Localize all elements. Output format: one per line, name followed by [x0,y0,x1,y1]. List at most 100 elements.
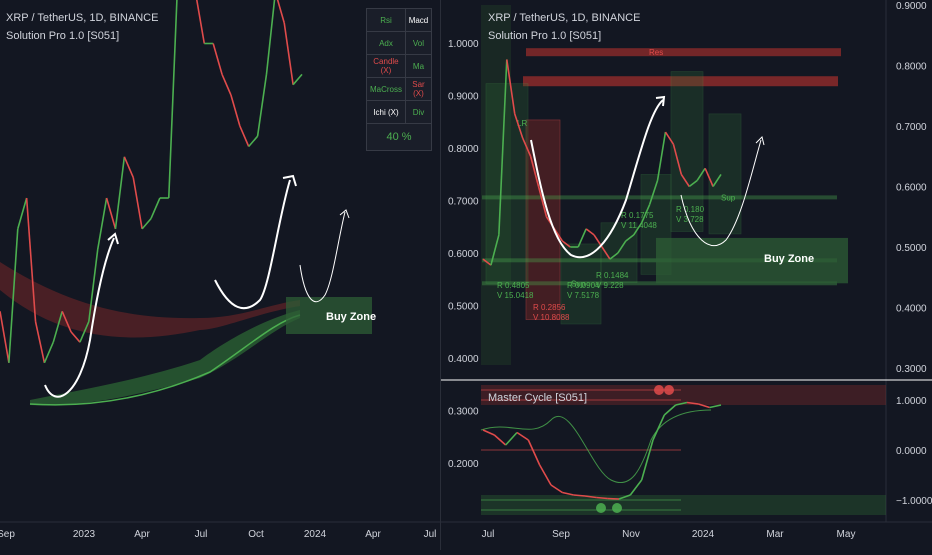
price-candle [132,177,143,230]
cycle-band [480,409,712,483]
cycle-line [618,494,631,500]
x-tick-label: Oct [248,529,264,540]
y-tick-label-right: 0.4000 [896,304,927,315]
signal-table: Rsi Macd Adx Vol Candle (X) Ma MaCross Sar (X) I… [366,8,433,151]
projection-arrow-head-2 [755,136,765,146]
resistance-label: Res [649,48,663,57]
range-box [485,83,529,284]
price-candle [712,173,722,187]
price-candle [150,197,161,219]
price-candle [221,74,232,96]
price-candle [88,249,99,322]
price-candle [640,204,651,224]
cycle-signal-dot [596,503,606,513]
price-candle [61,310,72,333]
y-tick-label-right: 0.8000 [896,62,927,73]
cycle-line [640,439,654,481]
x-tick-label: 2024 [692,529,715,540]
x-tick-label: Jul [195,529,208,540]
signal-row: Ichi (X) Div [366,100,433,124]
price-candle [585,228,595,236]
volume-label-v: V 15.0418 [497,291,534,300]
cycle-line [527,439,541,466]
cycle-line [596,496,608,500]
right-chart-title: XRP / TetherUS, 1D, BINANCE [488,12,641,24]
price-candle [704,168,714,187]
right-indicator-name: Solution Pro 1.0 [S051] [488,30,602,42]
y-tick-label-left: 0.2000 [448,459,479,470]
y-tick-label-cycle: 1.0000 [896,396,927,407]
cycle-line [573,494,586,497]
price-candle [105,197,117,230]
cycle-line [607,497,620,500]
y-tick-label-left: 0.5000 [448,302,479,313]
y-tick-label-right: 0.3000 [896,364,927,375]
volume-label-r: R 0.2856 [533,303,566,312]
price-candle [506,59,516,115]
projection-arrow-head-3 [339,209,350,219]
resistance-zone [526,48,841,57]
price-candle [521,137,532,157]
y-tick-label-cycle: −1.0000 [896,496,932,507]
price-candle [292,73,303,86]
support-line [482,195,837,200]
price-candle [688,179,698,188]
cycle-signal-dot [664,385,674,395]
price-candle [70,331,81,343]
volume-label-r: R 0.0904 [567,281,600,290]
left-price-chart[interactable]: Buy Zone Sep 2023 Apr Jul Oct 2024 Apr Jul [0,0,440,550]
y-tick-label-right: 0.6000 [896,183,927,194]
y-tick-label-right: 0.5000 [896,243,927,254]
cycle-signal-dot [654,385,664,395]
x-tick-label: Apr [365,529,381,540]
range-box [600,222,638,284]
signal-row: Rsi Macd [366,8,433,32]
volume-label-r: R 0.1775 [621,211,654,220]
projection-arrow-1 [44,237,115,398]
left-chart-pane[interactable]: Buy Zone Sep 2023 Apr Jul Oct 2024 Apr Jul XRP /… [0,0,440,550]
signal-cell: Candle (X) [366,54,406,78]
cycle-line [652,414,666,441]
cycle-signal-dot [612,503,622,513]
x-tick-label: Jul [424,529,437,540]
y-tick-label-cycle: 0.0000 [896,446,927,457]
price-candle [601,246,611,260]
price-candle [114,156,126,229]
x-tick-label: Nov [622,529,640,540]
price-candle [43,341,55,364]
price-candle [617,240,627,254]
cycle-line [482,429,495,436]
moving-average-line [29,314,301,406]
price-candle [656,131,667,181]
y-tick-label-left: 0.7000 [448,197,479,208]
projection-arrow-head-2 [282,174,297,187]
x-tick-label: Jul [482,529,495,540]
cycle-line [663,404,677,416]
left-chart-title: XRP / TetherUS, 1D, BINANCE [6,12,159,24]
buy-zone [286,297,372,334]
price-candle [8,228,19,363]
x-tick-label: 2024 [304,529,327,540]
price-candle [195,0,206,44]
price-candle [248,135,259,148]
volume-label-v: V 3.728 [676,215,704,224]
price-candle [276,0,286,24]
projection-arrow-1 [530,99,664,258]
y-tick-label-left: 0.8000 [448,144,479,155]
pane-divider[interactable] [440,0,441,550]
cycle-line [550,484,563,494]
signal-cell: Div [404,100,433,124]
buy-zone-label: Buy Zone [326,311,376,323]
cycle-line [538,464,552,486]
signal-row: Adx Vol [366,31,433,55]
projection-arrow-head-1 [655,95,666,107]
y-tick-label-left: 0.9000 [448,92,479,103]
drop-box [525,119,561,320]
right-chart-pane[interactable]: Res Sup Sup LR Buy Zone R 0.4805 V 15.0418 R 0.… [441,0,932,550]
price-candle [96,197,108,250]
x-tick-label: May [837,529,856,540]
cycle-line [505,431,518,446]
projection-arrow-3 [299,211,346,303]
range-box [708,113,742,235]
